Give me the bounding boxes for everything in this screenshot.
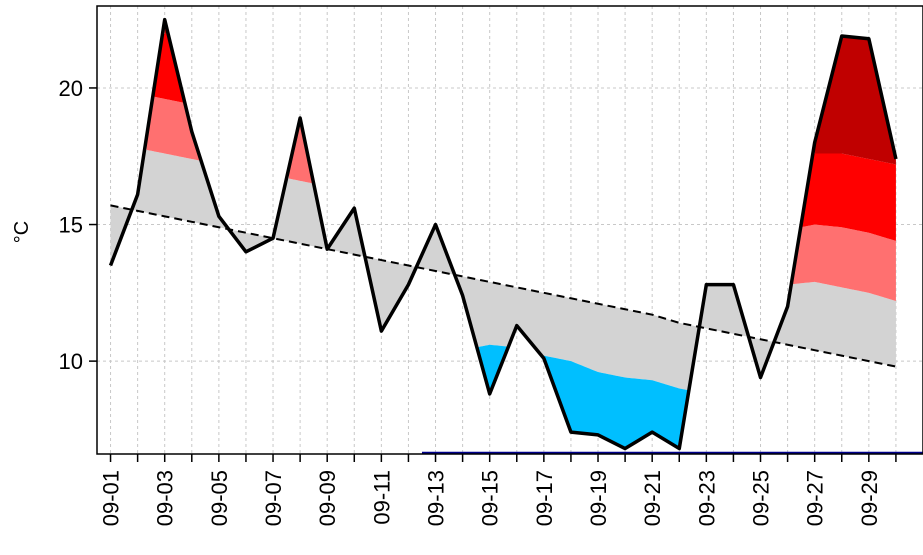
normal-band-warm bbox=[275, 178, 328, 250]
anomaly-fills bbox=[110, 19, 896, 449]
normal-band-warm bbox=[776, 281, 896, 367]
warm-band-2 bbox=[801, 153, 896, 241]
cold-band-1 bbox=[541, 354, 691, 449]
x-tick-label: 09-19 bbox=[586, 470, 611, 526]
normal-band-cold bbox=[455, 275, 700, 391]
x-tick-label: 09-25 bbox=[749, 470, 774, 526]
x-tick-label: 09-13 bbox=[424, 470, 449, 526]
y-tick-label: 10 bbox=[59, 349, 83, 374]
normal-band-warm bbox=[417, 224, 456, 276]
temperature-line bbox=[108, 17, 898, 451]
x-tick-label: 09-03 bbox=[153, 470, 178, 526]
warm-band-1 bbox=[146, 96, 204, 162]
normal-band-cold bbox=[230, 229, 274, 252]
y-axis-label: °C bbox=[11, 221, 33, 243]
y-tick-label: 15 bbox=[59, 213, 83, 238]
x-tick-label: 09-05 bbox=[207, 470, 232, 526]
warm-band-1 bbox=[792, 224, 896, 302]
x-tick-label: 09-21 bbox=[640, 470, 665, 526]
x-tick-label: 09-29 bbox=[857, 470, 882, 526]
normal-band-warm bbox=[133, 149, 231, 230]
normal-band-cold bbox=[749, 336, 775, 378]
x-tick-label: 09-11 bbox=[369, 470, 394, 525]
x-axis: 09-01 09-03 09-05 09-07 09-09 09-11 09-13 09-15… bbox=[99, 454, 897, 526]
x-tick-label: 09-23 bbox=[694, 470, 719, 526]
y-axis: 10 15 20 bbox=[59, 76, 97, 374]
series-lines bbox=[108, 17, 923, 455]
plot-frame bbox=[96, 5, 923, 455]
y-tick-label: 20 bbox=[59, 76, 83, 101]
x-tick-label: 09-09 bbox=[315, 470, 340, 526]
x-tick-label: 09-17 bbox=[532, 470, 557, 526]
climatology-line bbox=[110, 204, 897, 368]
x-tick-label: 09-15 bbox=[478, 470, 503, 526]
x-tick-label: 09-01 bbox=[99, 470, 124, 526]
x-tick-label: 09-27 bbox=[803, 470, 828, 526]
x-tick-label: 09-07 bbox=[261, 470, 286, 526]
